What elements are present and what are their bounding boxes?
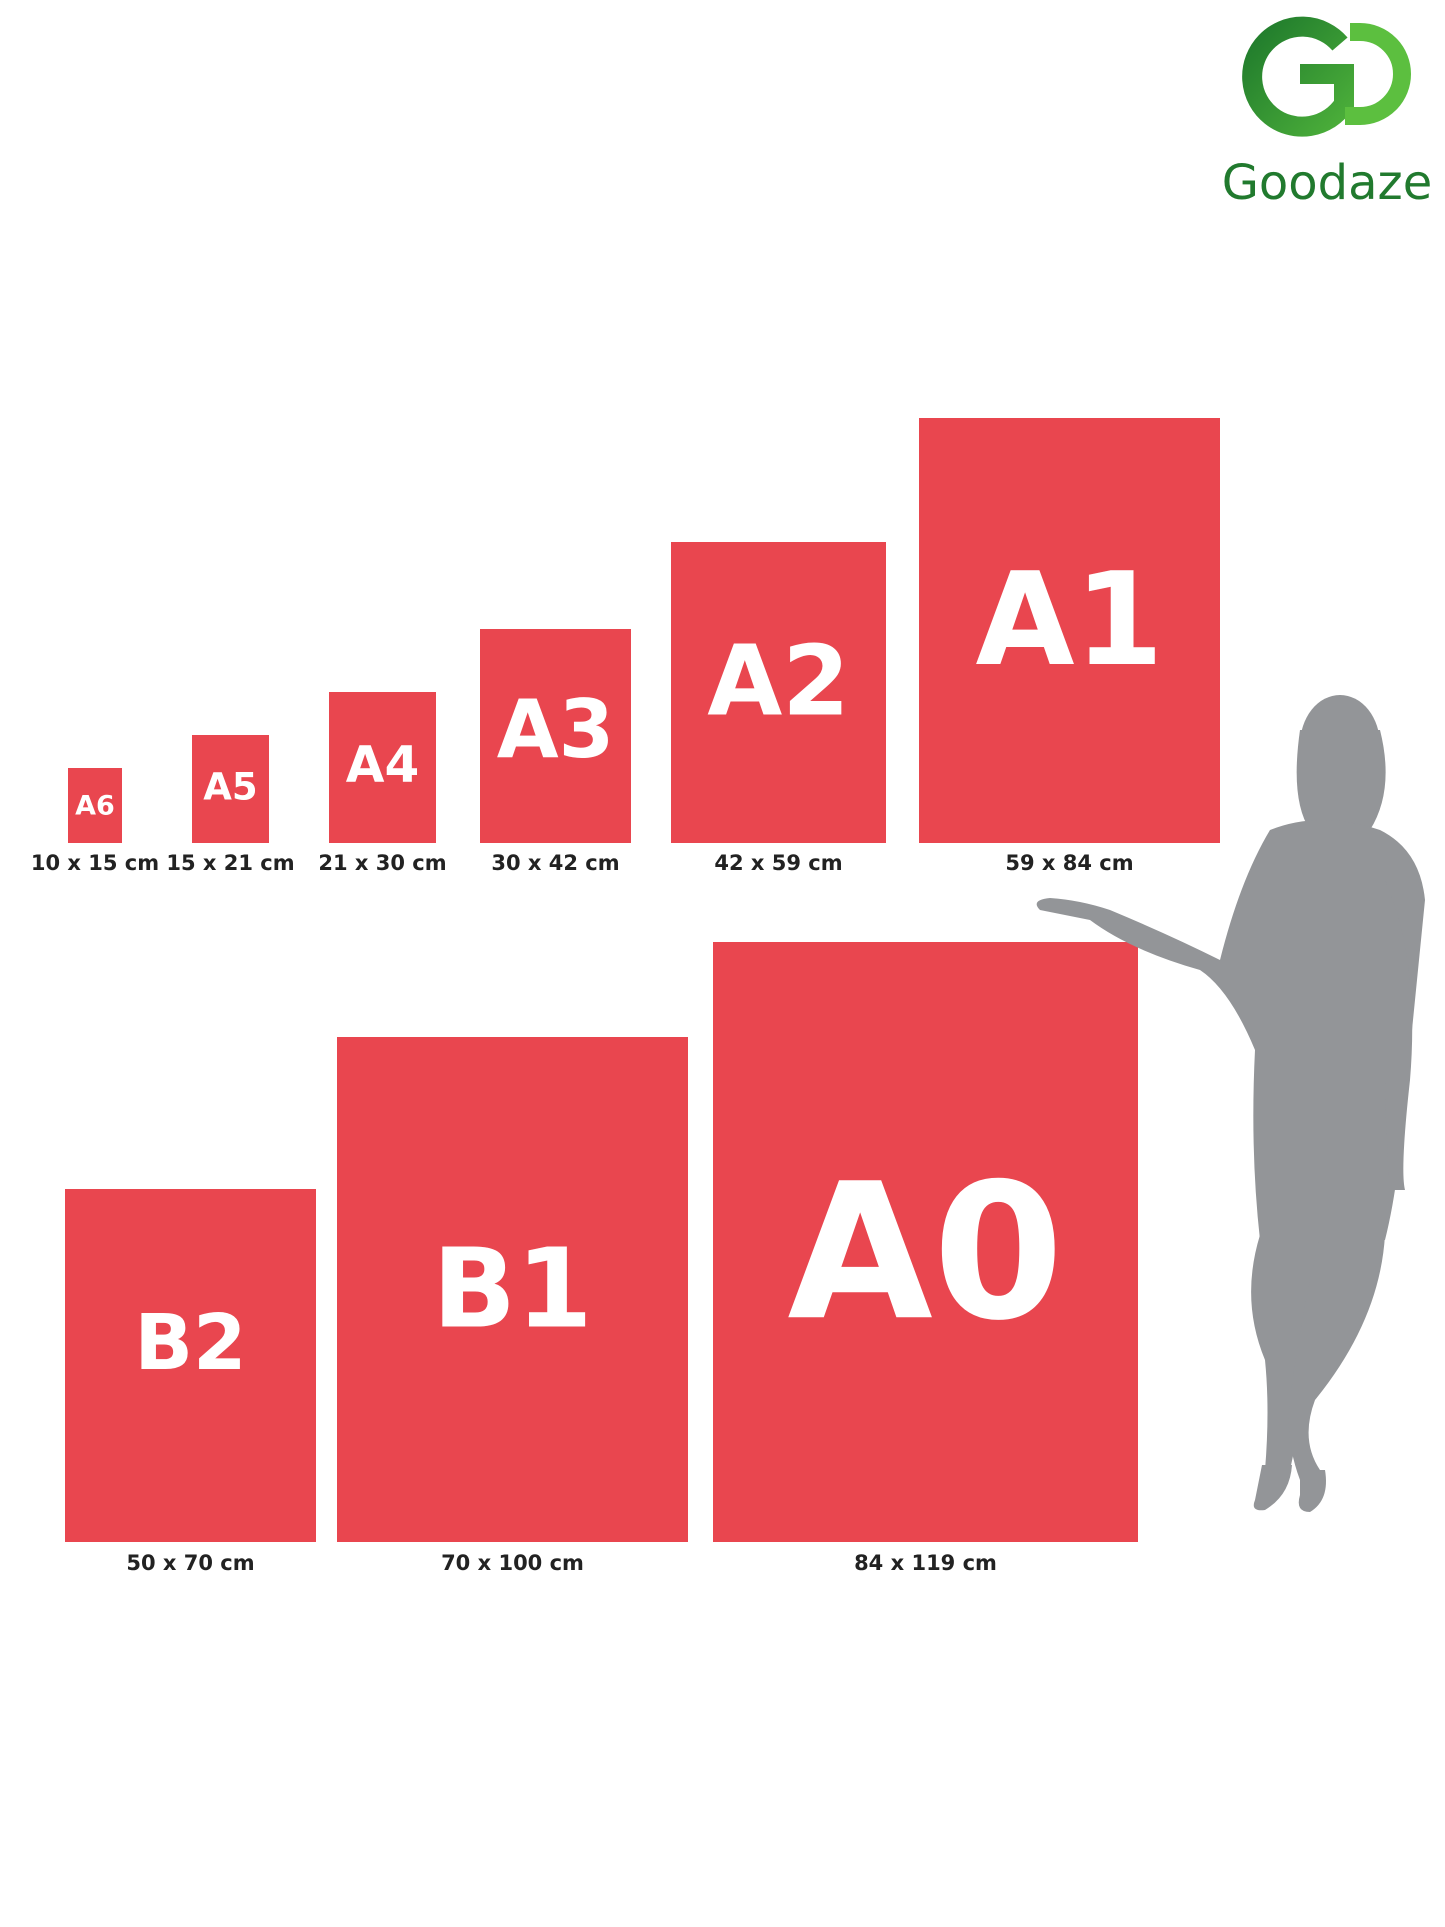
silhouette xyxy=(1036,695,1425,1512)
size-dimensions: 42 x 59 cm xyxy=(714,851,842,875)
size-label: A1 xyxy=(975,546,1163,695)
size-label: A5 xyxy=(203,766,257,809)
size-dimensions: 15 x 21 cm xyxy=(166,851,294,875)
paper-sheet xyxy=(329,692,436,843)
logo-name: Goodaze xyxy=(1222,155,1433,211)
paper-sizes: A6 10 x 15 cm A5 15 x 21 cm A4 21 x 30 cm A3 30… xyxy=(31,418,1220,1575)
size-label: A4 xyxy=(346,736,420,794)
paper-sheet xyxy=(919,418,1220,843)
paper-sheet xyxy=(713,942,1138,1542)
paper-sheet xyxy=(65,1189,316,1542)
size-dimensions: 50 x 70 cm xyxy=(126,1551,254,1575)
size-label: B2 xyxy=(134,1299,246,1388)
size-dimensions: 70 x 100 cm xyxy=(441,1551,584,1575)
paper-sheet xyxy=(192,735,269,843)
size-dimensions: 21 x 30 cm xyxy=(318,851,446,875)
size-dimensions: 10 x 15 cm xyxy=(31,851,159,875)
paper-sheet xyxy=(68,768,122,843)
size-dimensions: 84 x 119 cm xyxy=(854,1551,997,1575)
size-label: A3 xyxy=(497,683,615,776)
paper-sheet xyxy=(671,542,886,843)
size-label: A2 xyxy=(707,624,850,737)
logo-g xyxy=(1242,16,1354,137)
paper-sheet xyxy=(480,629,631,843)
paper-sheet xyxy=(337,1037,688,1542)
size-dimensions: 30 x 42 cm xyxy=(491,851,619,875)
size-label: A0 xyxy=(787,1143,1063,1362)
size-label: A6 xyxy=(75,791,115,822)
size-label: B1 xyxy=(432,1224,592,1352)
logo: Goodaze xyxy=(1222,16,1433,211)
size-dimensions: 59 x 84 cm xyxy=(1005,851,1133,875)
logo-d xyxy=(1345,23,1411,125)
